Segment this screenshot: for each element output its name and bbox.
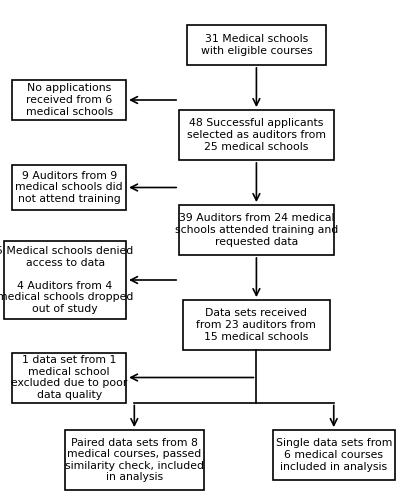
Text: Paired data sets from 8
medical courses, passed
similarity check, included
in an: Paired data sets from 8 medical courses,… xyxy=(65,438,204,482)
FancyBboxPatch shape xyxy=(273,430,395,480)
FancyBboxPatch shape xyxy=(12,80,126,120)
FancyBboxPatch shape xyxy=(187,25,326,65)
Text: No applications
received from 6
medical schools: No applications received from 6 medical … xyxy=(26,84,113,116)
Text: 31 Medical schools
with eligible courses: 31 Medical schools with eligible courses xyxy=(201,34,312,56)
FancyBboxPatch shape xyxy=(179,205,334,255)
Text: 1 data set from 1
medical school
excluded due to poor
data quality: 1 data set from 1 medical school exclude… xyxy=(11,355,127,400)
Text: 48 Successful applicants
selected as auditors from
25 medical schools: 48 Successful applicants selected as aud… xyxy=(187,118,326,152)
Text: Data sets received
from 23 auditors from
15 medical schools: Data sets received from 23 auditors from… xyxy=(197,308,316,342)
FancyBboxPatch shape xyxy=(12,165,126,210)
FancyBboxPatch shape xyxy=(4,242,126,319)
FancyBboxPatch shape xyxy=(12,352,126,403)
Text: 9 Auditors from 9
medical schools did
not attend training: 9 Auditors from 9 medical schools did no… xyxy=(15,171,123,204)
FancyBboxPatch shape xyxy=(65,430,204,490)
Text: 5 Medical schools denied
access to data

4 Auditors from 4
medical schools dropp: 5 Medical schools denied access to data … xyxy=(0,246,134,314)
FancyBboxPatch shape xyxy=(179,110,334,160)
FancyBboxPatch shape xyxy=(183,300,330,350)
Text: 39 Auditors from 24 medical
schools attended training and
requested data: 39 Auditors from 24 medical schools atte… xyxy=(175,214,338,246)
Text: Single data sets from
6 medical courses
included in analysis: Single data sets from 6 medical courses … xyxy=(276,438,392,472)
